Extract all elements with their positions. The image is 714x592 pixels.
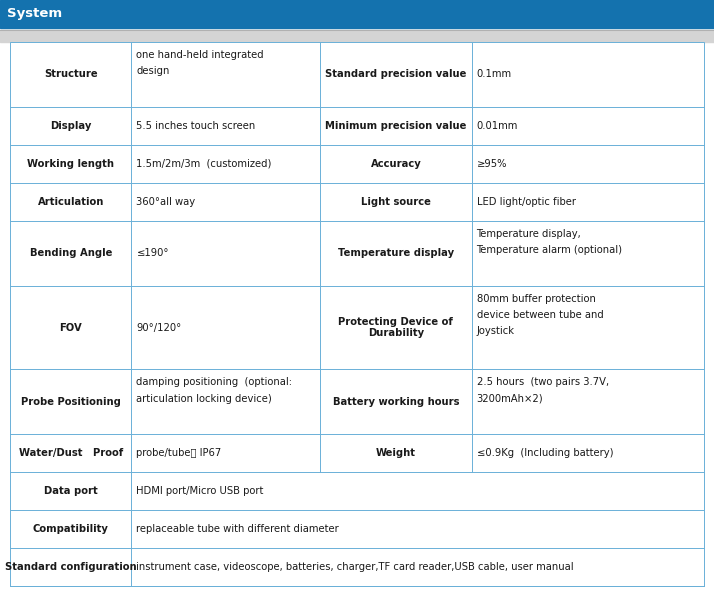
Text: ≥95%: ≥95% <box>476 159 507 169</box>
Text: Minimum precision value: Minimum precision value <box>325 121 466 131</box>
Bar <box>0 30 714 42</box>
Text: 0.01mm: 0.01mm <box>476 121 518 131</box>
Text: Structure: Structure <box>44 69 98 79</box>
Text: Data port: Data port <box>44 486 98 496</box>
Text: FOV: FOV <box>59 323 82 333</box>
Text: Bending Angle: Bending Angle <box>29 248 112 258</box>
Text: Temperature display,
Temperature alarm (optional): Temperature display, Temperature alarm (… <box>476 229 623 255</box>
Text: 360°all way: 360°all way <box>136 197 196 207</box>
Text: 90°/120°: 90°/120° <box>136 323 181 333</box>
Text: ≤0.9Kg  (Including battery): ≤0.9Kg (Including battery) <box>476 448 613 458</box>
Text: Working length: Working length <box>27 159 114 169</box>
Text: instrument case, videoscope, batteries, charger,TF card reader,USB cable, user m: instrument case, videoscope, batteries, … <box>136 562 574 572</box>
Text: Display: Display <box>50 121 91 131</box>
Text: Water/Dust   Proof: Water/Dust Proof <box>19 448 123 458</box>
Text: Accuracy: Accuracy <box>371 159 421 169</box>
Text: Battery working hours: Battery working hours <box>333 397 459 407</box>
Text: Probe Positioning: Probe Positioning <box>21 397 121 407</box>
Text: Standard precision value: Standard precision value <box>325 69 466 79</box>
Text: replaceable tube with different diameter: replaceable tube with different diameter <box>136 524 339 534</box>
Text: HDMI port/Micro USB port: HDMI port/Micro USB port <box>136 486 264 496</box>
Bar <box>0 0 714 28</box>
Text: Articulation: Articulation <box>38 197 104 207</box>
Text: Temperature display: Temperature display <box>338 248 454 258</box>
Text: 5.5 inches touch screen: 5.5 inches touch screen <box>136 121 256 131</box>
Text: 2.5 hours  (two pairs 3.7V,
3200mAh×2): 2.5 hours (two pairs 3.7V, 3200mAh×2) <box>476 378 608 404</box>
Text: probe/tube： IP67: probe/tube： IP67 <box>136 448 222 458</box>
Text: ≤190°: ≤190° <box>136 248 169 258</box>
Text: Light source: Light source <box>361 197 431 207</box>
Text: Protecting Device of
Durability: Protecting Device of Durability <box>338 317 453 339</box>
Text: Standard configuration: Standard configuration <box>5 562 136 572</box>
Text: Compatibility: Compatibility <box>33 524 109 534</box>
Text: 1.5m/2m/3m  (customized): 1.5m/2m/3m (customized) <box>136 159 272 169</box>
Text: Weight: Weight <box>376 448 416 458</box>
Text: one hand-held integrated
design: one hand-held integrated design <box>136 50 264 76</box>
Text: System: System <box>7 8 62 21</box>
Text: LED light/optic fiber: LED light/optic fiber <box>476 197 575 207</box>
Text: 80mm buffer protection
device between tube and
Joystick: 80mm buffer protection device between tu… <box>476 294 603 336</box>
Text: damping positioning  (optional:
articulation locking device): damping positioning (optional: articulat… <box>136 378 293 404</box>
Text: 0.1mm: 0.1mm <box>476 69 512 79</box>
